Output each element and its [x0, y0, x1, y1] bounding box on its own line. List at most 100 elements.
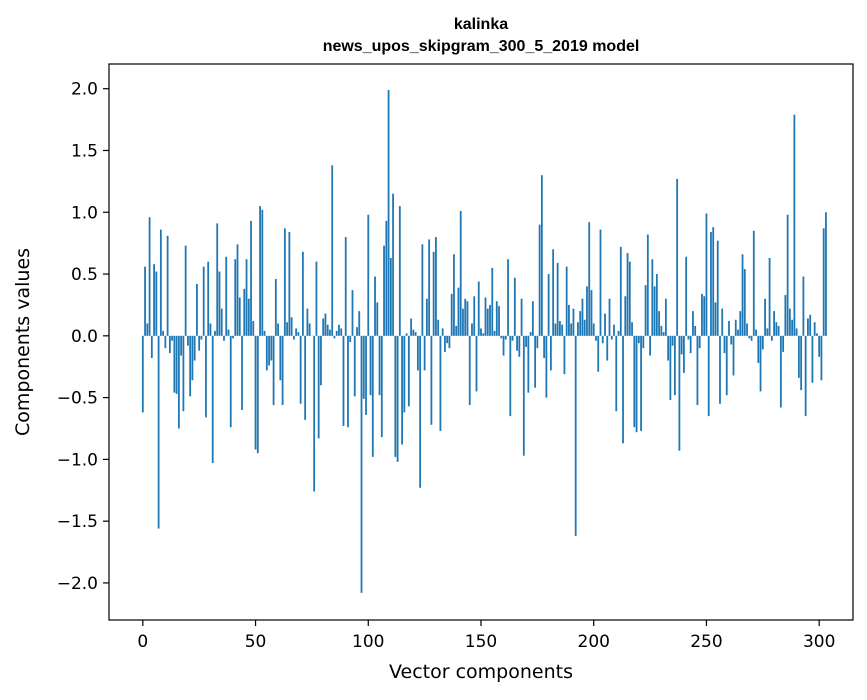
bar — [690, 336, 692, 353]
bar — [203, 267, 205, 336]
bar — [663, 332, 665, 336]
bar — [748, 336, 750, 338]
bar — [498, 306, 500, 336]
bar — [246, 259, 248, 336]
bar — [431, 336, 433, 425]
y-tick-label: −2.0 — [57, 574, 98, 594]
bar — [300, 336, 302, 404]
bar — [807, 319, 809, 336]
bar — [388, 90, 390, 336]
bar — [367, 215, 369, 336]
bar — [207, 262, 209, 336]
bar — [597, 336, 599, 372]
bar — [397, 336, 399, 462]
bar — [230, 336, 232, 427]
bar — [803, 277, 805, 336]
bar — [169, 336, 171, 353]
bar — [775, 322, 777, 336]
bar — [297, 332, 299, 336]
bar — [428, 239, 430, 335]
bar — [582, 299, 584, 336]
bar — [733, 336, 735, 376]
bar — [180, 336, 182, 356]
bar — [814, 322, 816, 336]
bar — [205, 336, 207, 418]
bar — [469, 336, 471, 405]
bar — [631, 322, 633, 336]
bar — [699, 336, 701, 348]
bar — [293, 336, 295, 340]
bar — [153, 264, 155, 336]
bar — [392, 194, 394, 336]
bar — [424, 336, 426, 371]
bar — [444, 336, 446, 352]
bar — [568, 305, 570, 336]
bar — [162, 331, 164, 336]
bar — [295, 328, 297, 335]
bar — [399, 206, 401, 336]
bar — [606, 336, 608, 361]
bar — [282, 336, 284, 405]
bar — [717, 241, 719, 336]
bar — [198, 336, 200, 351]
bar — [340, 328, 342, 335]
bar — [176, 336, 178, 394]
bar — [144, 267, 146, 336]
bar — [825, 212, 827, 336]
bar — [410, 319, 412, 336]
bar — [343, 336, 345, 426]
bar — [521, 299, 523, 336]
bar — [370, 336, 372, 395]
bar — [257, 336, 259, 453]
bar — [196, 284, 198, 336]
bar — [219, 272, 221, 336]
bar — [600, 230, 602, 336]
bar — [334, 336, 336, 338]
bar — [805, 336, 807, 416]
bar — [645, 285, 647, 336]
bar — [620, 247, 622, 336]
bar — [789, 309, 791, 336]
bar — [496, 301, 498, 336]
y-tick-label: −1.5 — [57, 512, 98, 532]
bar — [629, 262, 631, 336]
bar — [403, 336, 405, 413]
bar — [302, 252, 304, 336]
bar — [518, 336, 520, 357]
bar — [591, 290, 593, 336]
bar — [376, 302, 378, 335]
bar — [241, 336, 243, 410]
bar — [331, 165, 333, 336]
bar — [365, 336, 367, 415]
bar — [679, 336, 681, 451]
bar — [638, 336, 640, 343]
bar — [363, 336, 365, 399]
bar — [800, 336, 802, 390]
bar — [694, 326, 696, 336]
bar — [505, 336, 507, 340]
bar — [609, 299, 611, 336]
bar — [798, 336, 800, 378]
bar — [681, 336, 683, 355]
x-tick-label: 200 — [578, 632, 610, 652]
bar — [473, 296, 475, 336]
bar — [751, 336, 753, 341]
bar — [782, 336, 784, 352]
bar — [232, 336, 234, 338]
bar — [651, 259, 653, 336]
bar — [557, 263, 559, 336]
bar-series — [142, 90, 827, 593]
bar — [771, 336, 773, 341]
bar — [685, 257, 687, 336]
bar — [530, 332, 532, 336]
bar — [503, 336, 505, 356]
bar — [284, 228, 286, 335]
bar — [719, 336, 721, 404]
bar — [225, 257, 227, 336]
bar — [525, 336, 527, 347]
bar — [760, 336, 762, 392]
bar — [482, 333, 484, 335]
bar — [435, 237, 437, 336]
bar — [712, 227, 714, 336]
